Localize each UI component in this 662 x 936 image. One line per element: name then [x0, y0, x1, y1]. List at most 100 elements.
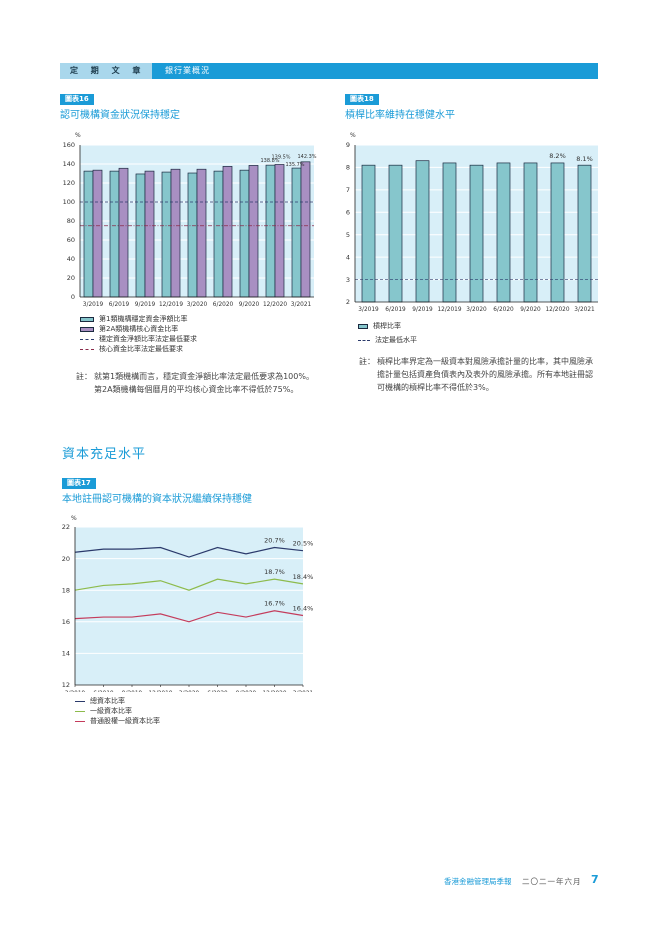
bar: [213, 170, 224, 298]
chart16-tag: 圖表16: [60, 94, 94, 105]
x-tick-label: 9/2019: [122, 691, 143, 692]
y-tick-label: 140: [63, 160, 75, 168]
bar: [118, 167, 129, 298]
y-tick-label: 12: [62, 681, 70, 689]
bar: [196, 168, 207, 298]
dash-dot-line-icon: [80, 348, 94, 350]
x-tick-label: 3/2020: [187, 302, 208, 308]
x-tick-label: 6/2020: [207, 691, 228, 692]
bar: [442, 162, 457, 303]
line-series: [74, 610, 304, 623]
x-tick-label: 3/2019: [358, 307, 379, 313]
svg-text:18.7%: 18.7%: [264, 568, 285, 576]
bar: [265, 164, 276, 298]
legend-item-nsfr: 第1類機構穩定資金淨額比率: [80, 314, 197, 324]
legend-label: 法定最低水平: [375, 336, 417, 344]
chart18-title: 槓桿比率維持在穩健水平: [345, 110, 455, 121]
legend-item-cfr-min: 核心資金比率法定最低要求: [80, 344, 197, 354]
y-tick-label: 100: [63, 198, 75, 206]
chart16-title: 認可機構資金狀況保持穩定: [60, 110, 180, 121]
bar: [415, 160, 430, 303]
line-series: [74, 546, 304, 558]
y-tick-label: 80: [67, 217, 75, 225]
bar: [388, 164, 403, 303]
bar: [274, 164, 285, 298]
legend-label: 穩定資金淨額比率法定最低要求: [99, 335, 197, 343]
x-tick-label: 12/2019: [437, 307, 461, 313]
x-tick-label: 12/2019: [148, 691, 172, 692]
bar: [300, 161, 311, 298]
section-title: 資本充足水平: [62, 447, 147, 462]
bar: [469, 164, 484, 303]
svg-text:135.7%: 135.7%: [285, 162, 304, 168]
chart17-lines: [74, 546, 304, 623]
legend-item-min: 法定最低水平: [358, 335, 417, 345]
svg-text:16.7%: 16.7%: [264, 600, 285, 608]
note-text: 槓桿比率界定為一級資本對風險承擔計量的比率，其中風險承擔計量包括資產負債表內及表…: [377, 357, 593, 392]
svg-text:20.5%: 20.5%: [293, 540, 314, 548]
chart16-plot: % 0 20 40 60 80 100 120 140 160 138.8%139.5% 135.…: [63, 132, 317, 308]
x-tick-label: 9/2020: [520, 307, 541, 313]
svg-text:8.1%: 8.1%: [576, 155, 593, 163]
chart17-legend: 總資本比率 一級資本比率 普通股權一級資本比率: [75, 696, 160, 726]
bar: [523, 162, 538, 303]
x-tick-label: 6/2019: [109, 302, 130, 308]
bar: [550, 162, 565, 303]
dashed-line-icon: [358, 339, 370, 341]
x-tick-label: 3/2021: [291, 302, 312, 308]
svg-text:142.3%: 142.3%: [297, 154, 316, 160]
chart16-reference-lines: [80, 201, 314, 227]
y-tick-label: 0: [71, 293, 75, 301]
bar: [109, 170, 120, 298]
x-tick-label: 3/2020: [179, 691, 200, 692]
legend-item-total: 總資本比率: [75, 696, 160, 706]
y-tick-label: 5: [346, 231, 350, 239]
chart16-legend: 第1類機構穩定資金淨額比率 第2A類機構核心資金比率 穩定資金淨額比率法定最低要…: [80, 314, 197, 354]
chart17-x-axis: 3/2019 6/2019 9/2019 12/2019 3/2020 6/2020 9/2…: [65, 685, 314, 692]
legend-label: 普通股權一級資本比率: [90, 717, 160, 725]
purple-swatch-icon: [80, 326, 94, 332]
y-tick-label: 7: [346, 186, 350, 194]
y-tick-label: 18: [62, 586, 70, 594]
footer-publication: 香港金融管理局季報: [444, 877, 512, 886]
legend-label: 總資本比率: [90, 697, 125, 705]
chart17-unit: %: [71, 515, 77, 522]
chart18-note: 註： 槓桿比率界定為一級資本對風險承擔計量的比率，其中風險承擔計量包括資產負債表…: [359, 355, 599, 394]
chart18-plot: % 2 3 4 5 6 7 8 9 8.2% 8.1% 3/2019 6/2019 9/2019 12…: [346, 132, 598, 313]
x-tick-label: 9/2020: [239, 302, 260, 308]
chart18-x-axis: 3/2019 6/2019 9/2019 12/2019 3/2020 6/2020 9/2…: [358, 307, 595, 313]
y-tick-label: 2: [346, 298, 350, 306]
header-section-label: 定 期 文 章: [60, 63, 152, 79]
chart17-plot-bg: [75, 527, 303, 685]
legend-label: 核心資金比率法定最低要求: [99, 345, 183, 353]
y-tick-label: 6: [346, 208, 350, 216]
navy-line-icon: [75, 700, 85, 702]
y-tick-label: 3: [346, 276, 350, 284]
svg-text:16.4%: 16.4%: [293, 604, 314, 612]
chart17-title: 本地註冊認可機構的資本狀況繼續保持穩健: [62, 494, 252, 505]
line-series: [74, 578, 304, 591]
y-tick-label: 8: [346, 164, 350, 172]
x-tick-label: 12/2020: [545, 307, 569, 313]
bar: [187, 172, 198, 298]
bar: [291, 167, 302, 298]
bar: [239, 169, 250, 298]
x-tick-label: 9/2020: [236, 691, 257, 692]
x-tick-label: 9/2019: [135, 302, 156, 308]
legend-item-cet1: 普通股權一級資本比率: [75, 716, 160, 726]
legend-label: 槓桿比率: [373, 322, 401, 330]
x-tick-label: 9/2019: [412, 307, 433, 313]
x-tick-label: 3/2019: [65, 691, 86, 692]
x-tick-label: 12/2020: [263, 302, 287, 308]
red-line-icon: [75, 720, 85, 722]
bar: [248, 165, 259, 298]
chart18-bars: [361, 160, 592, 303]
svg-text:139.5%: 139.5%: [271, 154, 290, 160]
x-tick-label: 6/2019: [93, 691, 114, 692]
x-tick-label: 3/2021: [574, 307, 595, 313]
teal-swatch-icon: [80, 316, 94, 322]
teal-swatch-icon: [358, 323, 368, 329]
note-text: 就第1類機構而言，穩定資金淨額比率法定最低要求為100%。第2A類機構每個曆月的…: [94, 372, 314, 394]
chart18-annotations: 8.2% 8.1%: [549, 152, 593, 163]
bar: [361, 164, 376, 303]
